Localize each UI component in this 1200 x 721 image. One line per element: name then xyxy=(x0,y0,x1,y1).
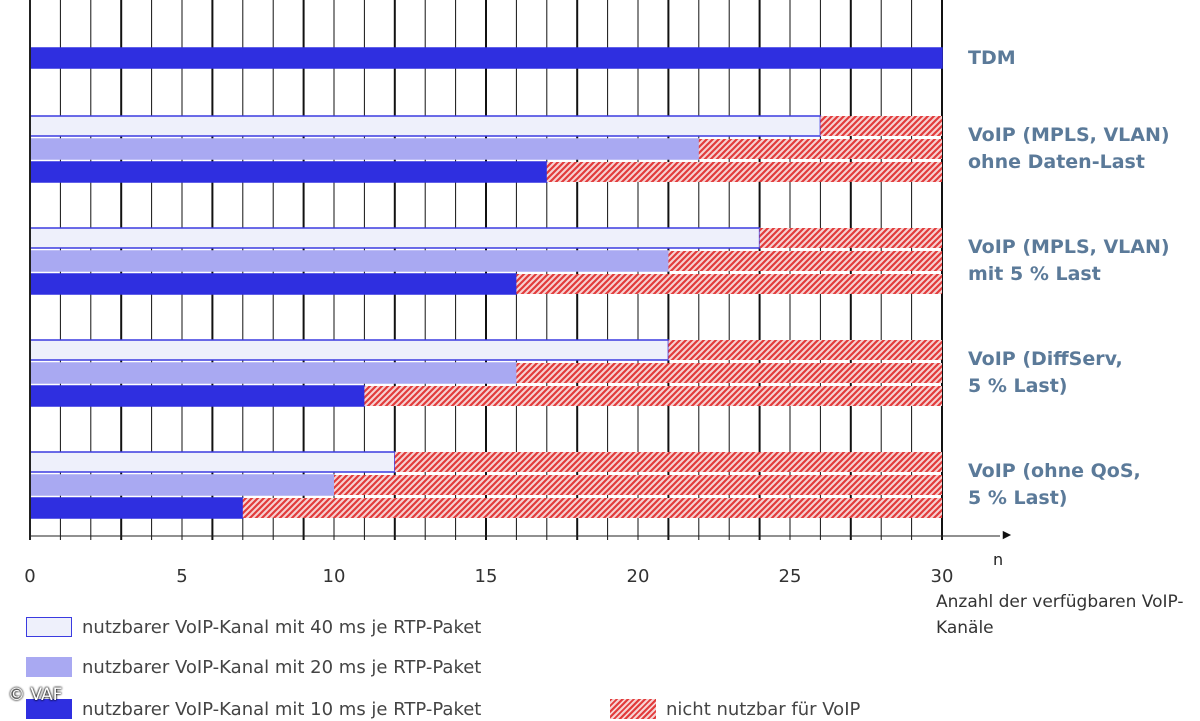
legend-item-10ms: nutzbarer VoIP-Kanal mit 10 ms je RTP-Pa… xyxy=(26,697,481,721)
bar-usable-20ms xyxy=(29,138,700,160)
group-label-line: TDM xyxy=(968,46,1016,69)
x-tick-label: 0 xyxy=(24,566,36,587)
x-tick-label: 30 xyxy=(930,566,954,587)
group-label: VoIP (MPLS, VLAN) mit 5 % Last xyxy=(968,234,1170,288)
group-label-line: VoIP (MPLS, VLAN) xyxy=(968,236,1170,258)
group-label-line: VoIP (MPLS, VLAN) xyxy=(968,124,1170,146)
legend-item-unusable: nicht nutzbar für VoIP xyxy=(610,697,860,721)
group-label-line: VoIP (ohne QoS, xyxy=(968,460,1141,482)
legend-swatch xyxy=(26,657,72,677)
bar-usable-40ms xyxy=(29,115,822,137)
bar-unusable xyxy=(242,498,943,518)
legend-swatch xyxy=(26,699,72,719)
x-tick-label: 15 xyxy=(474,566,498,587)
x-axis-label: Anzahl der verfügbaren VoIP-Kanäle xyxy=(936,592,1184,638)
bar-usable-20ms xyxy=(29,474,335,496)
group-label: TDM xyxy=(968,45,1016,72)
bar-usable-10ms xyxy=(29,497,244,519)
bar-unusable xyxy=(668,340,942,360)
legend-swatch xyxy=(610,699,656,719)
legend-label: nutzbarer VoIP-Kanal mit 20 ms je RTP-Pa… xyxy=(82,656,482,678)
bar-unusable xyxy=(364,386,942,406)
group-label-line: 5 % Last) xyxy=(968,375,1068,397)
legend-label: nutzbarer VoIP-Kanal mit 10 ms je RTP-Pa… xyxy=(82,698,482,720)
bar-usable-20ms xyxy=(29,362,518,384)
group-label-line: VoIP (DiffServ, xyxy=(968,348,1123,370)
group-label-line: mit 5 % Last xyxy=(968,263,1101,285)
bar-unusable xyxy=(394,452,942,472)
bar-unusable xyxy=(516,363,942,383)
x-tick-label: 5 xyxy=(176,566,188,587)
bar-unusable xyxy=(668,251,942,271)
group-label: VoIP (ohne QoS, 5 % Last) xyxy=(968,458,1141,512)
bar-usable-10ms xyxy=(29,385,366,407)
bar-usable-tdm xyxy=(29,47,943,69)
legend-swatch xyxy=(26,617,72,637)
bar-usable-40ms xyxy=(29,227,761,249)
bar-usable-40ms xyxy=(29,451,396,473)
x-tick-label: 25 xyxy=(778,566,802,587)
bar-usable-10ms xyxy=(29,161,548,183)
x-axis-unit: n xyxy=(993,550,1004,569)
legend-item-20ms: nutzbarer VoIP-Kanal mit 20 ms je RTP-Pa… xyxy=(26,655,481,679)
group-label: VoIP (MPLS, VLAN) ohne Daten-Last xyxy=(968,122,1170,176)
x-tick-label: 20 xyxy=(626,566,650,587)
group-label-line: 5 % Last) xyxy=(968,487,1068,509)
bar-unusable xyxy=(759,228,942,248)
group-label-line: ohne Daten-Last xyxy=(968,151,1145,173)
bar-usable-10ms xyxy=(29,273,518,295)
bar-unusable xyxy=(698,139,942,159)
legend-label: nutzbarer VoIP-Kanal mit 40 ms je RTP-Pa… xyxy=(82,616,482,638)
group-label: VoIP (DiffServ, 5 % Last) xyxy=(968,346,1123,400)
bar-usable-40ms xyxy=(29,339,670,361)
axis-arrow-icon: ► xyxy=(1000,526,1014,542)
bar-unusable xyxy=(820,116,942,136)
bar-unusable xyxy=(516,274,942,294)
x-tick-label: 10 xyxy=(322,566,346,587)
bar-unusable xyxy=(546,162,942,182)
bar-usable-20ms xyxy=(29,250,670,272)
copyright: © VAF xyxy=(8,685,63,705)
legend-label: nicht nutzbar für VoIP xyxy=(666,698,861,720)
bar-unusable xyxy=(334,475,942,495)
legend-item-40ms: nutzbarer VoIP-Kanal mit 40 ms je RTP-Pa… xyxy=(26,615,481,639)
